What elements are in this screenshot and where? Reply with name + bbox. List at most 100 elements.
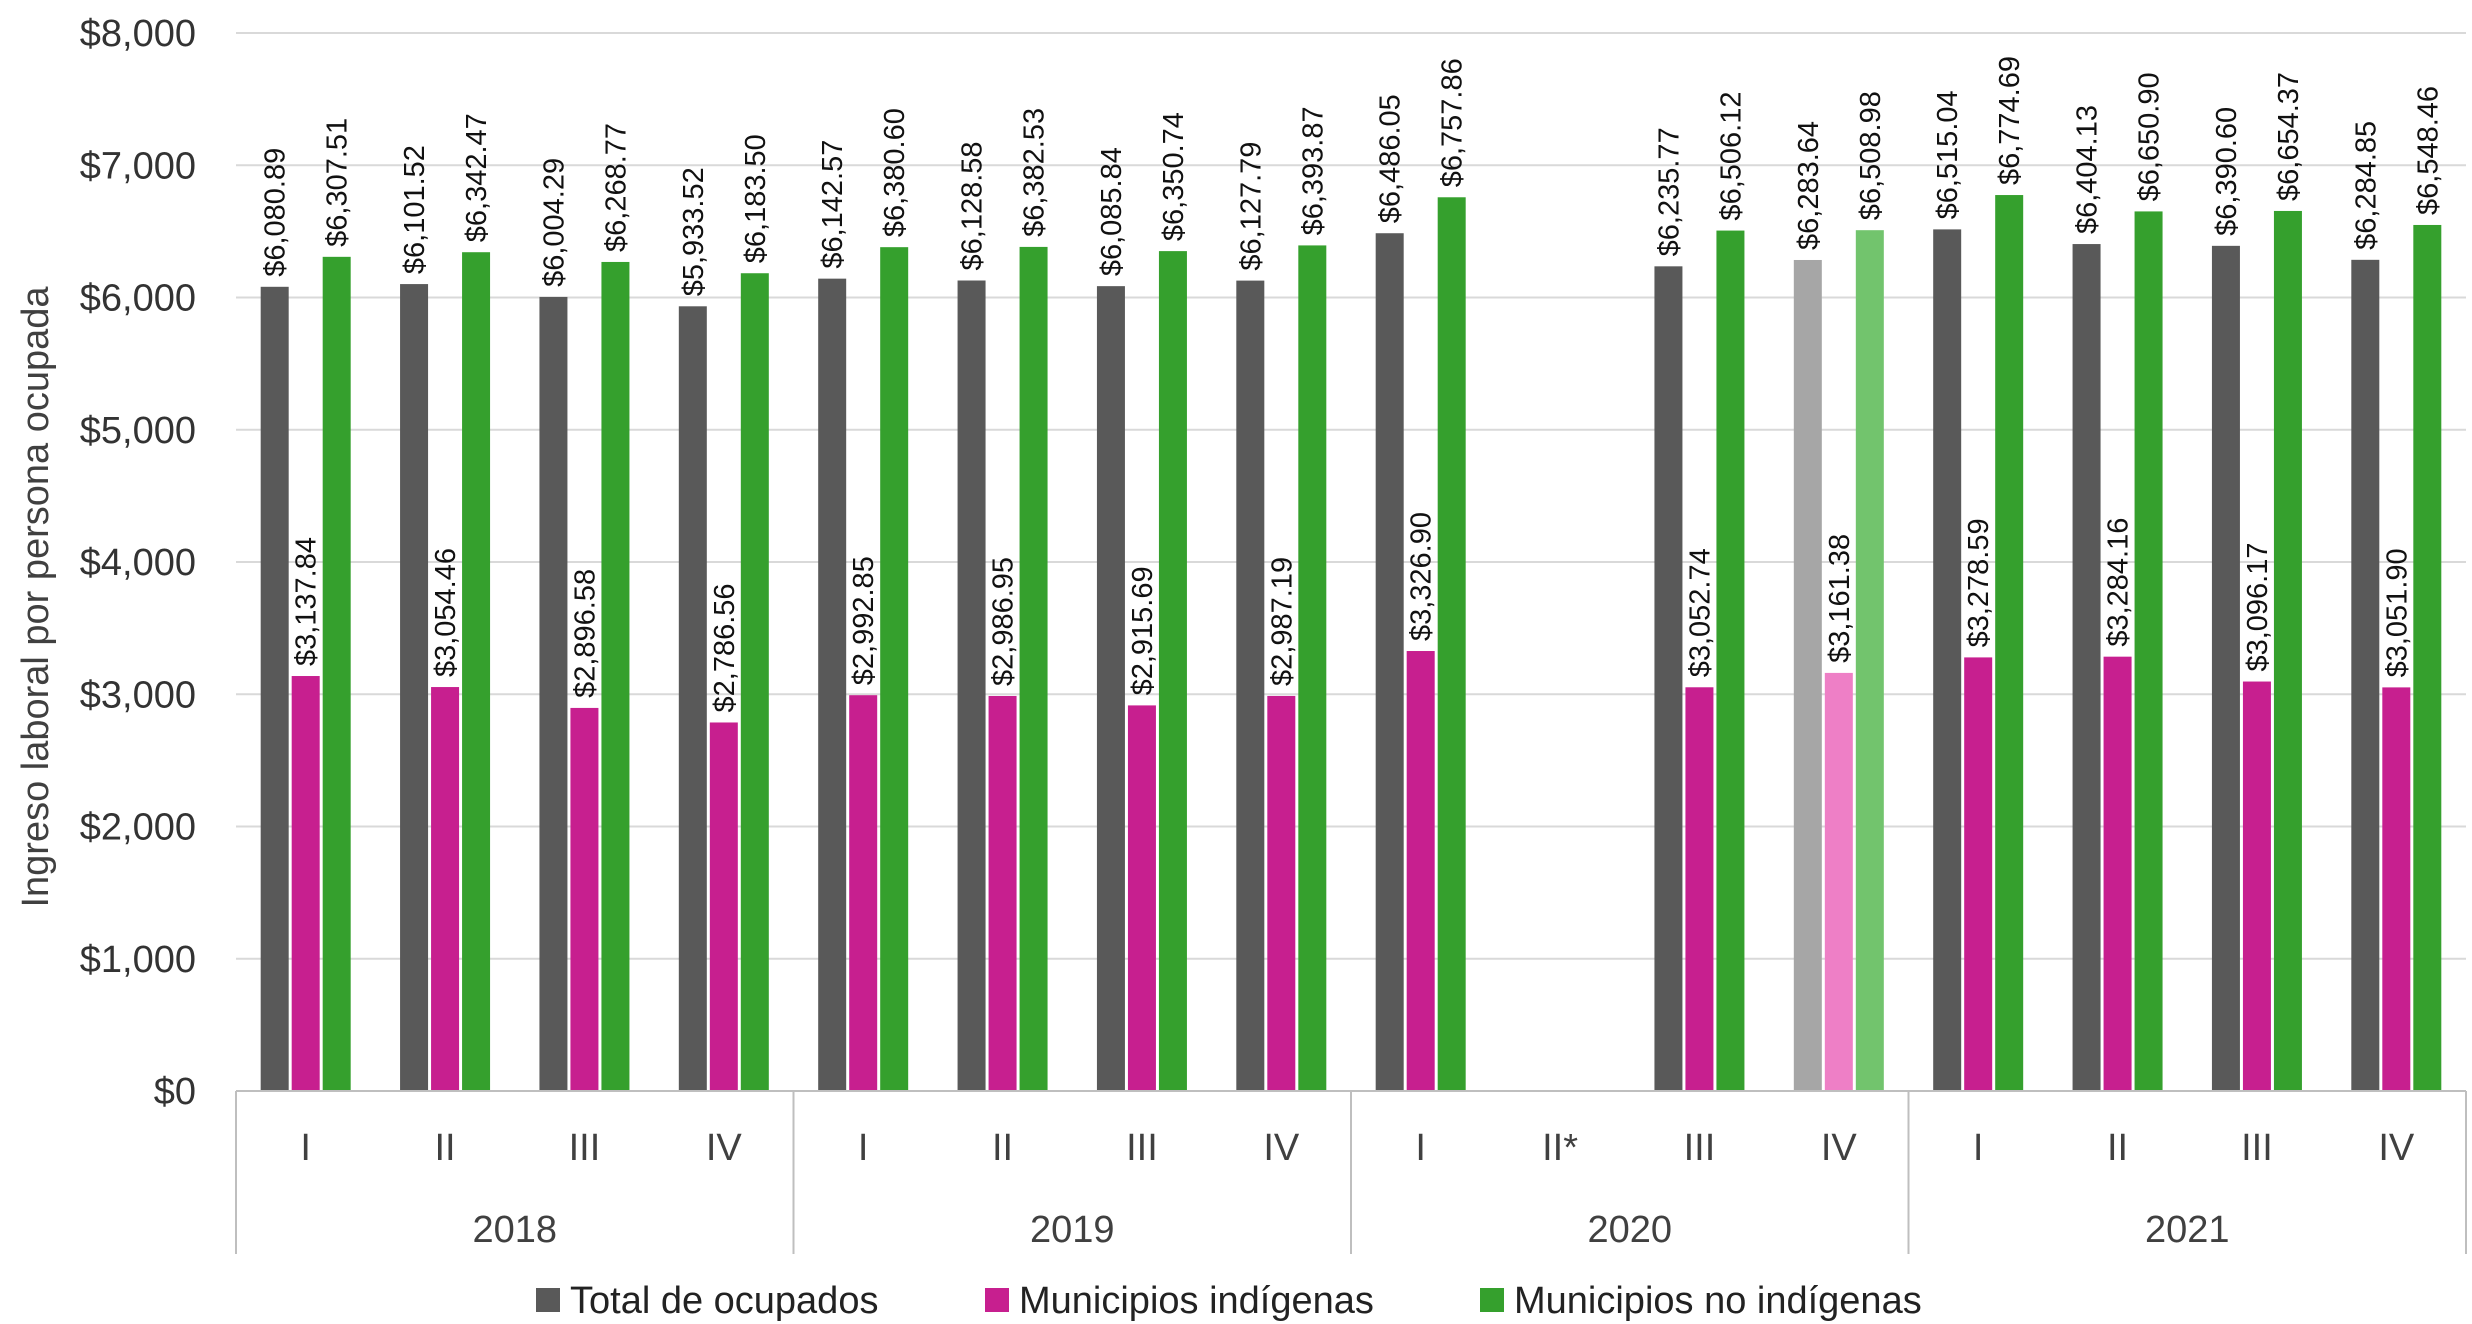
y-axis-ticks: $0 $1,000 $2,000 $3,000 $4,000 $5,000 $6,000 $7… — [80, 13, 196, 1113]
data-label: $6,142.57 — [817, 140, 849, 269]
bar — [988, 695, 1017, 1091]
y-tick-label: $3,000 — [80, 674, 196, 716]
bar — [818, 278, 847, 1091]
year-label: 2019 — [1030, 1209, 1115, 1251]
x-tick-label: II* — [1542, 1127, 1578, 1169]
bar — [957, 280, 986, 1091]
x-tick-label: II — [2107, 1127, 2128, 1169]
legend-label: Total de ocupados — [570, 1280, 878, 1322]
data-label: $6,382.53 — [1019, 108, 1051, 237]
bar — [1158, 251, 1187, 1092]
data-label: $6,757.86 — [1437, 58, 1469, 187]
y-axis-title: Ingreso laboral por persona ocupada — [15, 286, 57, 908]
year-label: 2018 — [472, 1209, 557, 1251]
bar — [1375, 233, 1404, 1091]
bar — [1298, 245, 1327, 1091]
data-label: $2,987.19 — [1266, 557, 1298, 686]
data-label: $6,085.84 — [1096, 147, 1128, 276]
data-label: $6,650.90 — [2134, 72, 2166, 201]
data-label: $2,992.85 — [848, 556, 880, 685]
data-labels: $6,080.89 $3,137.84 $6,307.51 $6,101.52 $3,0… — [260, 56, 2445, 712]
x-tick-label: I — [1415, 1127, 1426, 1169]
legend-swatch — [1480, 1288, 1504, 1312]
data-label: $2,896.58 — [569, 569, 601, 698]
data-label: $3,054.46 — [430, 548, 462, 677]
data-label: $3,096.17 — [2242, 543, 2274, 672]
bar — [2103, 656, 2132, 1091]
bar — [1793, 259, 1822, 1091]
x-tick-label: III — [1684, 1127, 1716, 1169]
x-tick-label: III — [569, 1127, 601, 1169]
data-label: $6,404.13 — [2072, 105, 2104, 234]
data-label: $6,284.85 — [2350, 121, 2382, 250]
year-label: 2020 — [1587, 1209, 1672, 1251]
bar — [431, 687, 460, 1091]
data-label: $6,486.05 — [1375, 94, 1407, 223]
legend-label: Municipios indígenas — [1019, 1280, 1374, 1322]
y-tick-label: $8,000 — [80, 13, 196, 55]
x-tick-label: I — [1973, 1127, 1984, 1169]
data-label: $6,128.58 — [957, 141, 989, 270]
data-label: $6,127.79 — [1235, 142, 1267, 271]
bar — [570, 707, 599, 1091]
bar — [2413, 224, 2442, 1091]
bar — [260, 286, 289, 1091]
bar — [2351, 259, 2380, 1091]
data-label: $6,654.37 — [2273, 72, 2305, 201]
bar — [740, 273, 769, 1091]
data-label: $3,326.90 — [1406, 512, 1438, 641]
data-label: $2,786.56 — [709, 583, 741, 712]
bar — [880, 247, 909, 1091]
x-tick-label: II — [435, 1127, 456, 1169]
y-tick-label: $0 — [154, 1071, 196, 1113]
data-label: $6,004.29 — [538, 158, 570, 287]
bar — [400, 284, 429, 1091]
data-label: $3,161.38 — [1824, 534, 1856, 663]
data-label: $2,915.69 — [1127, 566, 1159, 695]
bar — [2242, 681, 2271, 1091]
bar — [1654, 266, 1683, 1091]
data-label: $3,278.59 — [1963, 518, 1995, 647]
x-tick-label: III — [1126, 1127, 1158, 1169]
bar — [2382, 687, 2411, 1091]
bar — [1019, 246, 1048, 1091]
data-label: $3,284.16 — [2103, 518, 2135, 647]
bar — [1824, 672, 1853, 1091]
bar — [1855, 230, 1884, 1092]
y-tick-label: $6,000 — [80, 278, 196, 320]
legend-swatch — [536, 1288, 560, 1312]
bar — [1964, 657, 1993, 1091]
bar — [291, 676, 320, 1091]
y-tick-label: $7,000 — [80, 145, 196, 187]
data-label: $6,101.52 — [399, 145, 431, 274]
data-label: $6,350.74 — [1158, 112, 1190, 241]
data-label: $6,080.89 — [260, 148, 292, 277]
data-label: $6,307.51 — [322, 118, 354, 247]
data-label: $6,508.98 — [1855, 91, 1887, 220]
x-tick-label: I — [858, 1127, 869, 1169]
data-label: $6,183.50 — [740, 134, 772, 263]
bar — [322, 256, 351, 1092]
bar — [601, 261, 630, 1091]
x-tick-label: IV — [706, 1127, 743, 1169]
bar — [539, 296, 568, 1092]
bar — [1267, 695, 1296, 1091]
data-label: $6,393.87 — [1297, 106, 1329, 235]
data-label: $6,380.60 — [879, 108, 911, 237]
bar — [1685, 687, 1714, 1091]
data-label: $3,052.74 — [1684, 548, 1716, 677]
bar — [2134, 211, 2163, 1092]
bar — [1437, 197, 1466, 1091]
y-tick-label: $5,000 — [80, 410, 196, 452]
legend-swatch — [985, 1288, 1009, 1312]
x-tick-label: I — [300, 1127, 311, 1169]
bar — [849, 695, 878, 1091]
bar — [1406, 651, 1435, 1091]
bar — [1933, 229, 1962, 1091]
bars — [260, 195, 2442, 1092]
bar — [2273, 210, 2302, 1091]
legend: Total de ocupados Municipios indígenas Mun… — [536, 1280, 1922, 1322]
year-label: 2021 — [2145, 1209, 2230, 1251]
